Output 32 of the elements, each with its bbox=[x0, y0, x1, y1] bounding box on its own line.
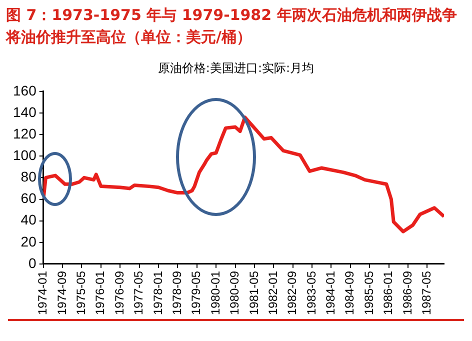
x-tick-label: 1986-01 bbox=[381, 270, 396, 316]
x-tick-label: 1978-01 bbox=[150, 270, 165, 316]
x-tick-label: 1982-09 bbox=[285, 270, 300, 316]
x-tick-label: 1986-09 bbox=[400, 270, 414, 316]
x-tick-label: 1977-05 bbox=[132, 270, 146, 316]
x-tick-label: 1980-01 bbox=[208, 270, 222, 316]
x-tick-label: 1982-01 bbox=[266, 270, 280, 316]
y-tick-label: 40 bbox=[20, 212, 37, 228]
chart-title: 图 7：1973-1975 年与 1979-1982 年两次石油危机和两伊战争将油价推升至高位（单位：美元/桶） bbox=[6, 5, 458, 48]
x-tick-label: 1983-05 bbox=[304, 270, 318, 316]
x-tick-label: 1985-05 bbox=[362, 270, 376, 316]
x-tick-label: 1980-09 bbox=[228, 270, 242, 316]
x-tick-label: 1978-09 bbox=[170, 270, 184, 316]
y-tick-label: 120 bbox=[13, 125, 37, 142]
x-tick-label: 1981-05 bbox=[246, 270, 261, 316]
x-tick-label: 1984-01 bbox=[324, 270, 338, 316]
y-tick-label: 140 bbox=[13, 104, 37, 120]
y-tick-label: 20 bbox=[20, 233, 37, 250]
y-tick-label: 0 bbox=[28, 254, 37, 271]
x-tick-label: 1976-01 bbox=[93, 270, 108, 316]
x-tick-label: 1987-05 bbox=[420, 270, 434, 316]
y-tick-label: 160 bbox=[13, 82, 37, 98]
x-tick-label: 1974-01 bbox=[36, 270, 50, 316]
x-tick-label: 1984-09 bbox=[342, 270, 357, 316]
y-tick-label: 60 bbox=[20, 190, 37, 206]
x-tick-label: 1974-09 bbox=[54, 270, 69, 316]
y-tick-label: 100 bbox=[13, 146, 37, 163]
x-tick-label: 1975-05 bbox=[74, 270, 88, 316]
x-tick-label: 1979-05 bbox=[189, 270, 204, 316]
chart-subtitle: 原油价格:美国进口:实际:月均 bbox=[156, 60, 316, 77]
x-tick-label: 1976-09 bbox=[112, 270, 126, 316]
y-tick-label: 80 bbox=[20, 168, 37, 185]
